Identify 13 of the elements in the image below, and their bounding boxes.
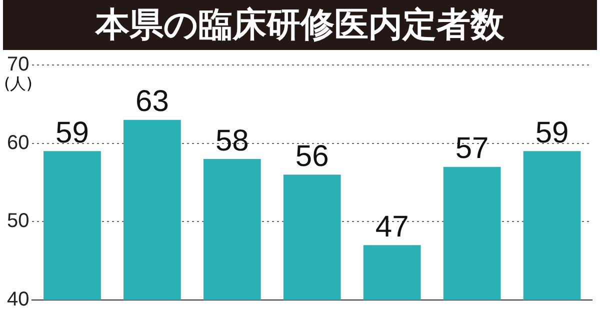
data-label: 58 [215,124,249,158]
chart-title: 本県の臨床研修医内定者数 [3,0,597,50]
data-label: 47 [375,210,409,244]
y-tick-label: 70 [6,54,30,76]
y-tick-label: 60 [6,132,30,154]
data-label: 59 [535,116,569,150]
y-tick-label: 50 [6,210,30,232]
y-axis-title: (人) [4,74,32,94]
data-label: 57 [455,132,489,166]
data-label: 59 [56,116,89,150]
data-label: 56 [295,140,329,173]
y-tick-label: 40 [6,288,30,311]
data-label: 63 [136,85,169,118]
